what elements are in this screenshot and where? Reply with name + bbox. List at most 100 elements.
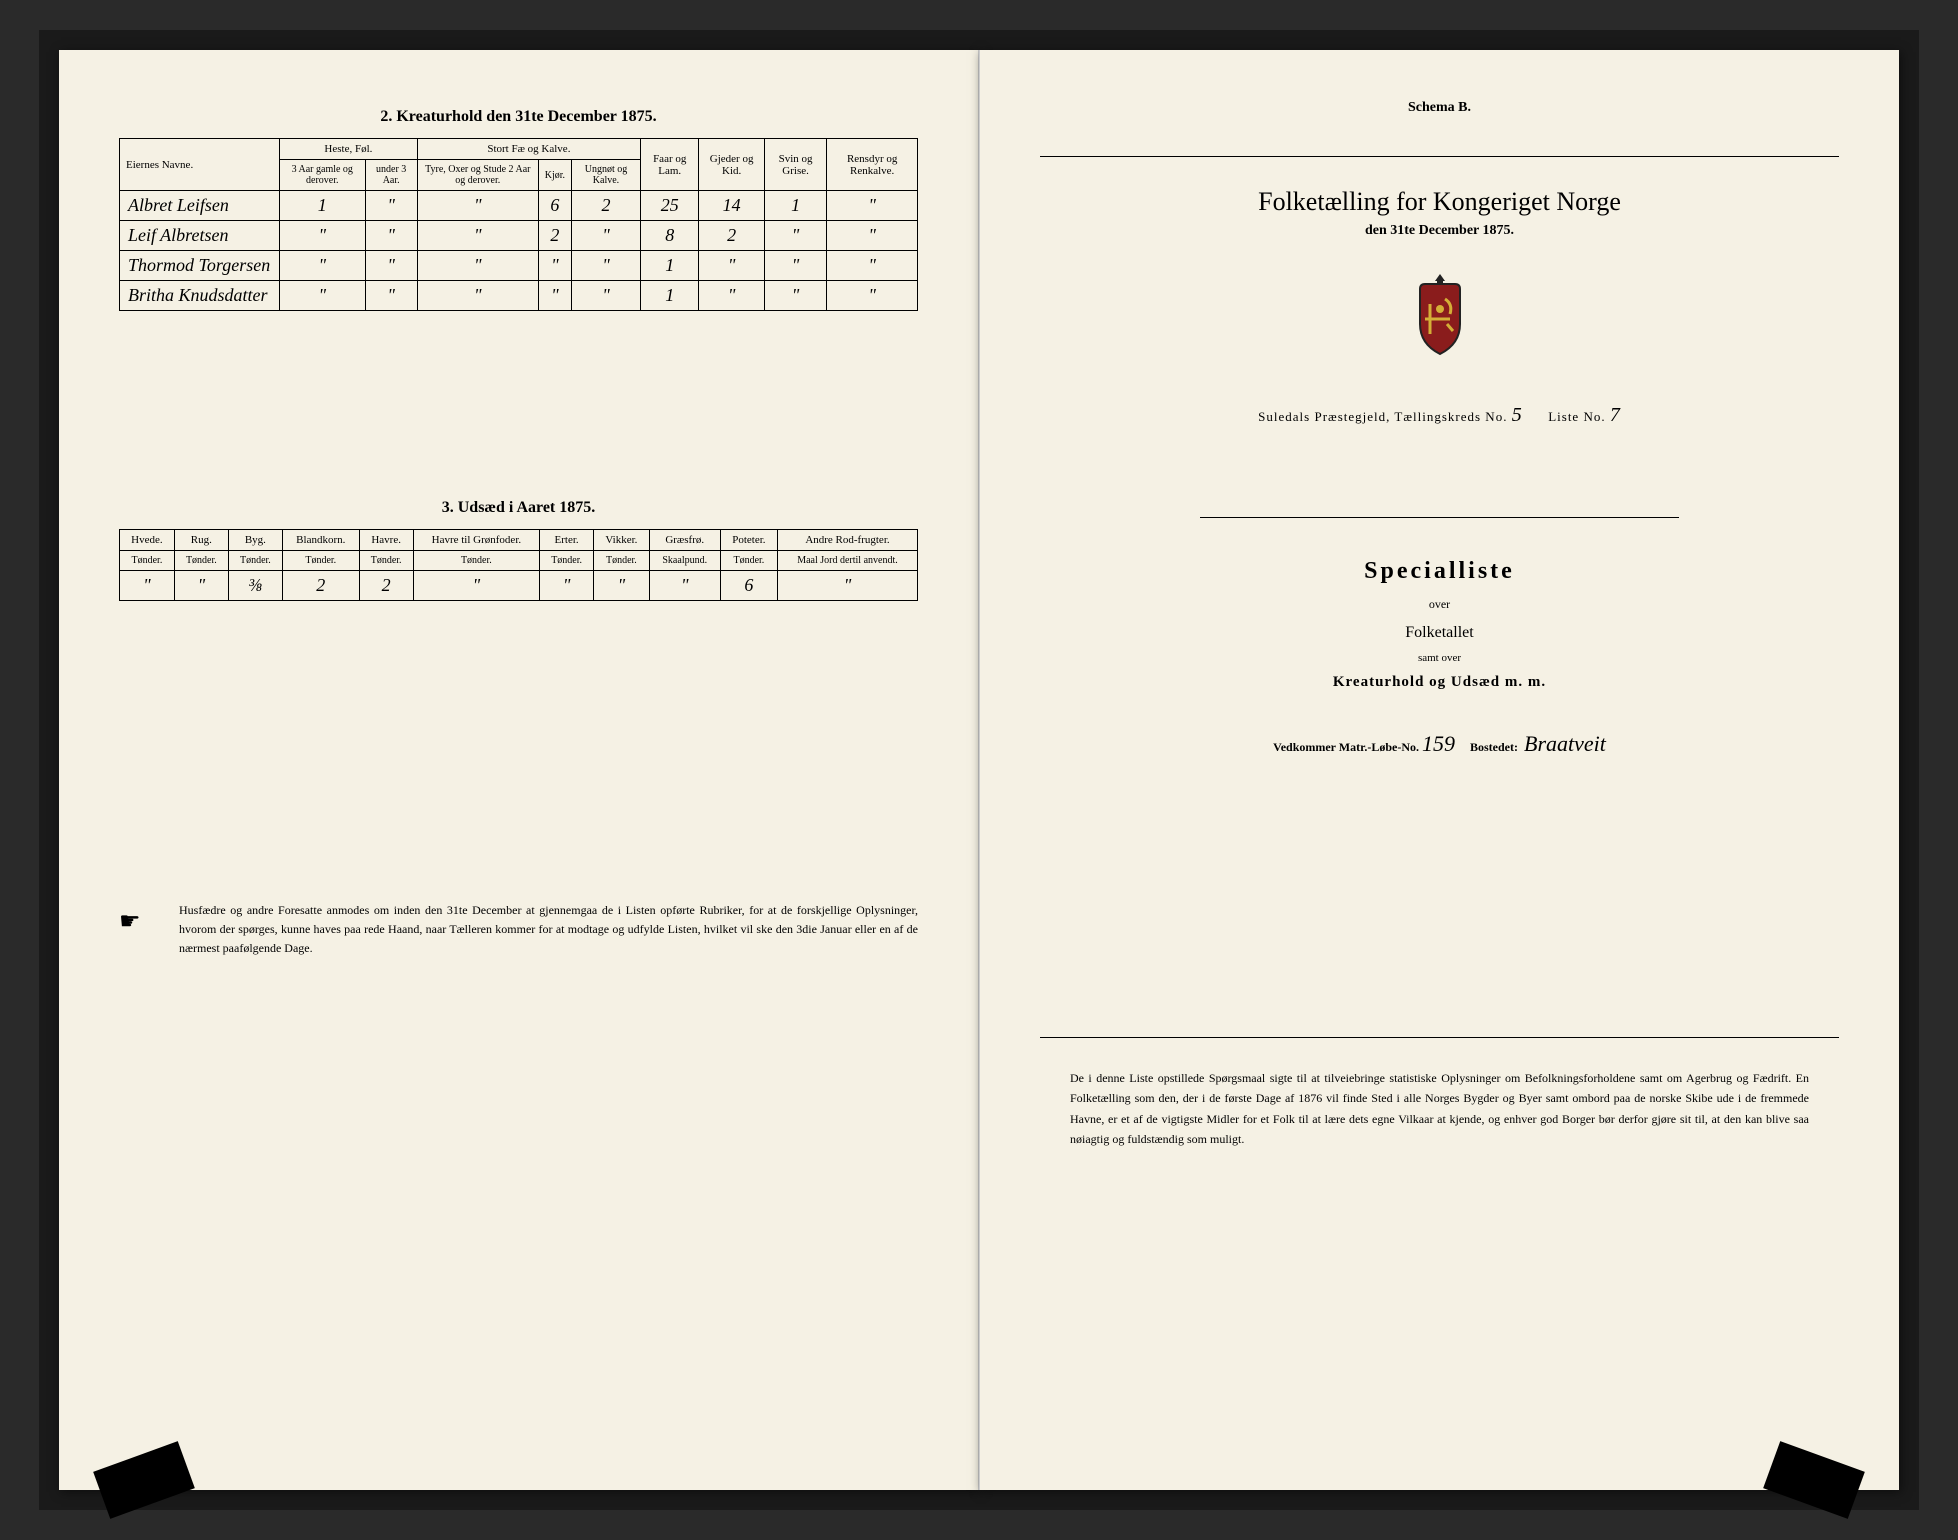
cell: " [764, 251, 827, 281]
th-stort-2: Kjør. [538, 160, 571, 191]
liste-no: 7 [1610, 404, 1621, 426]
liste-label: Liste No. [1548, 409, 1605, 424]
cell: " [572, 251, 641, 281]
divider [1040, 156, 1839, 157]
cell: " [827, 281, 918, 311]
book-spread: 2. Kreaturhold den 31te December 1875. E… [39, 30, 1919, 1510]
table3-title: 3. Udsæd i Aaret 1875. [119, 499, 918, 517]
cell: " [777, 571, 917, 601]
right-page: Schema B. Folketælling for Kongeriget No… [979, 50, 1899, 1490]
census-subtitle: den 31te December 1875. [1040, 223, 1839, 239]
coat-of-arms-icon [1040, 269, 1839, 364]
table-row: Britha Knudsdatter " " " " " 1 " " " [120, 281, 918, 311]
cell-name: Albret Leifsen [120, 191, 280, 221]
cell: " [417, 221, 538, 251]
cell: " [827, 251, 918, 281]
cell: 6 [720, 571, 777, 601]
udsaed-table: Hvede. Rug. Byg. Blandkorn. Havre. Havre… [119, 529, 918, 601]
divider [1040, 1037, 1839, 1038]
th-heste-2: under 3 Aar. [365, 160, 417, 191]
unit: Tønder. [282, 551, 359, 571]
th-vikker: Vikker. [594, 530, 650, 551]
th-stort-1: Tyre, Oxer og Stude 2 Aar og derover. [417, 160, 538, 191]
over-label: over [1040, 597, 1839, 612]
folketallet-label: Folketallet [1040, 624, 1839, 642]
district-prefix: Suledals Præstegjeld, Tællingskreds No. [1258, 409, 1507, 424]
cell: " [538, 281, 571, 311]
vedkommer-line: Vedkommer Matr.-Løbe-No. 159 Bostedet: B… [1040, 731, 1839, 757]
unit: Tønder. [174, 551, 228, 571]
th-svin: Svin og Grise. [764, 139, 827, 191]
cell: " [413, 571, 539, 601]
specialliste-title: Specialliste [1040, 558, 1839, 585]
th-graesfro: Græsfrø. [649, 530, 720, 551]
cell: " [417, 191, 538, 221]
cell: 2 [699, 221, 764, 251]
table-row: " " ⅜ 2 2 " " " " 6 " [120, 571, 918, 601]
unit: Tønder. [594, 551, 650, 571]
cell: 1 [280, 191, 366, 221]
th-poteter: Poteter. [720, 530, 777, 551]
table-row: Thormod Torgersen " " " " " 1 " " " [120, 251, 918, 281]
th-stort-3: Ungnøt og Kalve. [572, 160, 641, 191]
right-footnote: De i denne Liste opstillede Spørgsmaal s… [1040, 1068, 1839, 1150]
cell: " [827, 221, 918, 251]
cell: 1 [764, 191, 827, 221]
cell: " [538, 251, 571, 281]
cell: " [764, 221, 827, 251]
cell: ⅜ [228, 571, 282, 601]
cell: " [572, 281, 641, 311]
th-heste-1: 3 Aar gamle og derover. [280, 160, 366, 191]
cell: " [572, 221, 641, 251]
th-name: Eiernes Navne. [120, 139, 280, 191]
th-havre: Havre. [359, 530, 413, 551]
cell: " [764, 281, 827, 311]
district-no: 5 [1512, 404, 1523, 426]
cell: " [699, 251, 764, 281]
unit: Skaalpund. [649, 551, 720, 571]
divider [1200, 517, 1679, 518]
pointer-icon: ☛ [119, 903, 141, 941]
unit: Tønder. [540, 551, 594, 571]
kreaturhold-table: Eiernes Navne. Heste, Føl. Stort Fæ og K… [119, 138, 918, 311]
cell: " [365, 191, 417, 221]
th-blandkorn: Blandkorn. [282, 530, 359, 551]
binder-clip-icon [93, 1441, 195, 1519]
cell: " [120, 571, 175, 601]
cell-name: Thormod Torgersen [120, 251, 280, 281]
cell: 2 [359, 571, 413, 601]
unit: Maal Jord dertil anvendt. [777, 551, 917, 571]
cell: 2 [572, 191, 641, 221]
cell: 25 [640, 191, 698, 221]
table-row: Albret Leifsen 1 " " 6 2 25 14 1 " [120, 191, 918, 221]
cell: 6 [538, 191, 571, 221]
cell-name: Leif Albretsen [120, 221, 280, 251]
cell: " [174, 571, 228, 601]
samt-label: samt over [1040, 652, 1839, 664]
unit: Tønder. [120, 551, 175, 571]
cell: " [280, 221, 366, 251]
th-gjeder: Gjeder og Kid. [699, 139, 764, 191]
th-byg: Byg. [228, 530, 282, 551]
cell: " [417, 251, 538, 281]
footnote-text: Husfædre og andre Foresatte anmodes om i… [179, 903, 918, 955]
th-andre: Andre Rod-frugter. [777, 530, 917, 551]
cell: " [365, 251, 417, 281]
unit: Tønder. [413, 551, 539, 571]
bostedet-label: Bostedet: [1470, 740, 1518, 754]
th-heste: Heste, Føl. [280, 139, 418, 160]
cell: 8 [640, 221, 698, 251]
unit: Tønder. [720, 551, 777, 571]
table-row: Leif Albretsen " " " 2 " 8 2 " " [120, 221, 918, 251]
cell: 1 [640, 251, 698, 281]
cell: 2 [538, 221, 571, 251]
cell: " [827, 191, 918, 221]
cell: " [280, 281, 366, 311]
cell: " [280, 251, 366, 281]
th-rug: Rug. [174, 530, 228, 551]
binder-clip-icon [1763, 1441, 1865, 1519]
cell: " [699, 281, 764, 311]
left-page: 2. Kreaturhold den 31te December 1875. E… [59, 50, 979, 1490]
cell: 2 [282, 571, 359, 601]
cell: " [649, 571, 720, 601]
